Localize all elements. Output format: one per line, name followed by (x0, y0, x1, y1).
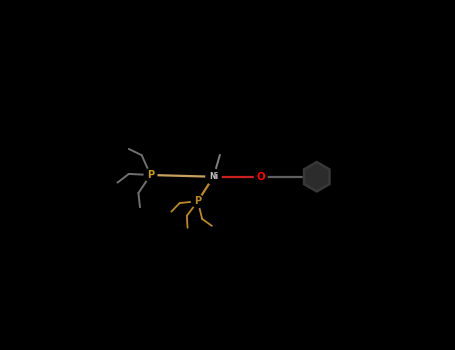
Circle shape (144, 169, 157, 181)
Text: Ni: Ni (209, 172, 218, 181)
Text: P: P (147, 170, 154, 180)
Circle shape (254, 170, 267, 183)
Polygon shape (304, 162, 329, 191)
Circle shape (192, 195, 204, 208)
Circle shape (206, 169, 221, 184)
Text: O: O (256, 172, 265, 182)
Text: P: P (194, 196, 201, 206)
